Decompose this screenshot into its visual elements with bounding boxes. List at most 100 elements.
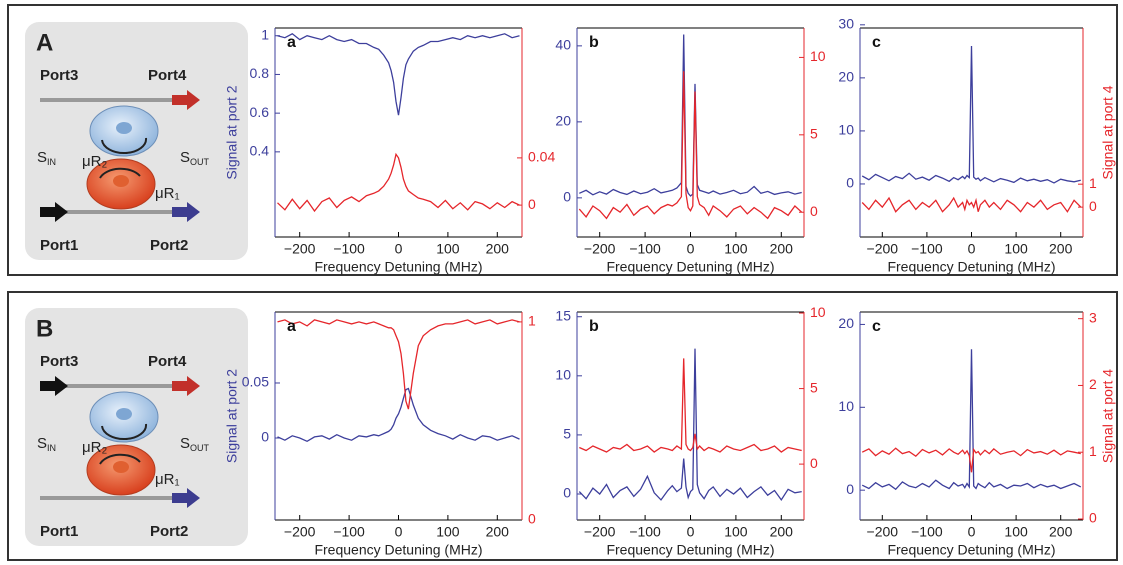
y-tick-label: 1 bbox=[1089, 443, 1097, 459]
port-label: Port1 bbox=[40, 237, 78, 254]
arrow bbox=[40, 207, 56, 217]
x-axis-label: Frequency Detuning (MHz) bbox=[314, 259, 482, 275]
x-tick-label: 200 bbox=[1049, 241, 1073, 257]
arrow bbox=[172, 381, 188, 391]
ring-label: μR₁ bbox=[155, 471, 180, 488]
ring-arrow bbox=[99, 453, 141, 465]
series-line bbox=[277, 152, 520, 213]
signal-label-sub: IN bbox=[47, 157, 56, 167]
x-tick-label: −100 bbox=[629, 241, 661, 257]
x-tick-label: 200 bbox=[770, 241, 794, 257]
y-tick-label: 15 bbox=[555, 307, 571, 323]
x-tick-label: 0 bbox=[687, 524, 695, 540]
port-label: Port2 bbox=[150, 237, 188, 254]
y-axis-label: Signal at port 2 bbox=[224, 85, 240, 179]
y-tick-label: 0 bbox=[261, 429, 269, 445]
arrow bbox=[187, 376, 200, 396]
signal-label-sub: OUT bbox=[190, 443, 210, 453]
x-tick-label: −200 bbox=[584, 241, 616, 257]
y-tick-label: 0.6 bbox=[250, 104, 270, 120]
series-line bbox=[277, 319, 520, 410]
x-tick-label: −200 bbox=[284, 524, 316, 540]
arrow bbox=[40, 381, 56, 391]
y-axis-label: Signal at port 2 bbox=[224, 369, 240, 463]
port-label: Port2 bbox=[150, 523, 188, 540]
arrow bbox=[55, 202, 68, 222]
x-tick-label: −100 bbox=[911, 524, 943, 540]
x-tick-label: −100 bbox=[911, 241, 943, 257]
y-tick-label: 0.4 bbox=[250, 143, 270, 159]
signal-label-main: S bbox=[180, 149, 190, 166]
y-tick-label: 0 bbox=[528, 511, 536, 527]
y-tick-label: 20 bbox=[555, 113, 571, 129]
y2-axis-label: Signal at port 4 bbox=[1100, 369, 1116, 463]
y-tick-label: 5 bbox=[810, 379, 818, 395]
x-axis-label: Frequency Detuning (MHz) bbox=[606, 542, 774, 558]
panel-frame bbox=[7, 4, 1118, 276]
y-tick-label: 10 bbox=[810, 304, 826, 320]
y2-axis-label: Signal at port 4 bbox=[1100, 85, 1116, 179]
panel-label: a bbox=[287, 34, 296, 51]
y-tick-label: 1 bbox=[528, 313, 536, 329]
x-axis-label: Frequency Detuning (MHz) bbox=[887, 259, 1055, 275]
ring-core bbox=[116, 408, 132, 420]
y-tick-label: 0.8 bbox=[250, 65, 270, 81]
signal-label-main: S bbox=[37, 149, 47, 166]
y-tick-label: 20 bbox=[838, 315, 854, 331]
x-tick-label: 100 bbox=[436, 524, 460, 540]
y-tick-label: 3 bbox=[1089, 309, 1097, 325]
signal-label-sub: IN bbox=[47, 443, 56, 453]
x-axis-label: Frequency Detuning (MHz) bbox=[606, 259, 774, 275]
series-line bbox=[578, 71, 803, 220]
x-tick-label: 0 bbox=[395, 524, 403, 540]
x-tick-label: −200 bbox=[584, 524, 616, 540]
y-tick-label: 0 bbox=[563, 485, 571, 501]
x-tick-label: 0 bbox=[968, 524, 976, 540]
ring-core bbox=[113, 461, 129, 473]
x-tick-label: −200 bbox=[867, 524, 899, 540]
port-label: Port3 bbox=[40, 67, 78, 84]
y-tick-label: 0 bbox=[528, 196, 536, 212]
series-line bbox=[861, 196, 1082, 213]
series-line bbox=[579, 358, 802, 453]
x-tick-label: 100 bbox=[724, 524, 748, 540]
y-tick-label: 5 bbox=[810, 126, 818, 142]
y-tick-label: 0 bbox=[1089, 510, 1097, 526]
signal-label-main: S bbox=[37, 435, 47, 452]
x-tick-label: −200 bbox=[867, 241, 899, 257]
y-tick-label: 40 bbox=[555, 37, 571, 53]
x-tick-label: 200 bbox=[1049, 524, 1073, 540]
x-tick-label: 100 bbox=[1004, 524, 1028, 540]
y-tick-label: 10 bbox=[838, 398, 854, 414]
y-tick-label: 0 bbox=[846, 175, 854, 191]
port-label: Port4 bbox=[148, 353, 187, 370]
y-tick-label: 0.05 bbox=[242, 374, 269, 390]
ring-label: μR₂ bbox=[82, 153, 107, 170]
x-tick-label: 200 bbox=[486, 241, 510, 257]
x-axis-label: Frequency Detuning (MHz) bbox=[887, 542, 1055, 558]
x-tick-label: 100 bbox=[724, 241, 748, 257]
y-tick-label: 10 bbox=[555, 367, 571, 383]
panel-frame bbox=[7, 291, 1118, 561]
arrow bbox=[187, 90, 200, 110]
y-tick-label: 1 bbox=[261, 26, 269, 42]
series-line bbox=[277, 33, 520, 116]
schematic-letter: A bbox=[36, 29, 53, 56]
x-axis-label: Frequency Detuning (MHz) bbox=[314, 542, 482, 558]
ring-arrow bbox=[99, 167, 141, 179]
y-tick-label: 0 bbox=[810, 203, 818, 219]
arrow bbox=[172, 207, 188, 217]
x-tick-label: 200 bbox=[770, 524, 794, 540]
y-tick-label: 0 bbox=[563, 189, 571, 205]
x-tick-label: 100 bbox=[1004, 241, 1028, 257]
x-tick-label: −100 bbox=[333, 524, 365, 540]
schematic-letter: B bbox=[36, 315, 53, 342]
panel-label: b bbox=[589, 318, 599, 335]
signal-label-sub: OUT bbox=[190, 157, 210, 167]
series-line bbox=[578, 348, 802, 502]
series-line bbox=[861, 349, 1082, 491]
panel-label: c bbox=[872, 34, 881, 51]
x-tick-label: 0 bbox=[968, 241, 976, 257]
ring-core bbox=[116, 122, 132, 134]
